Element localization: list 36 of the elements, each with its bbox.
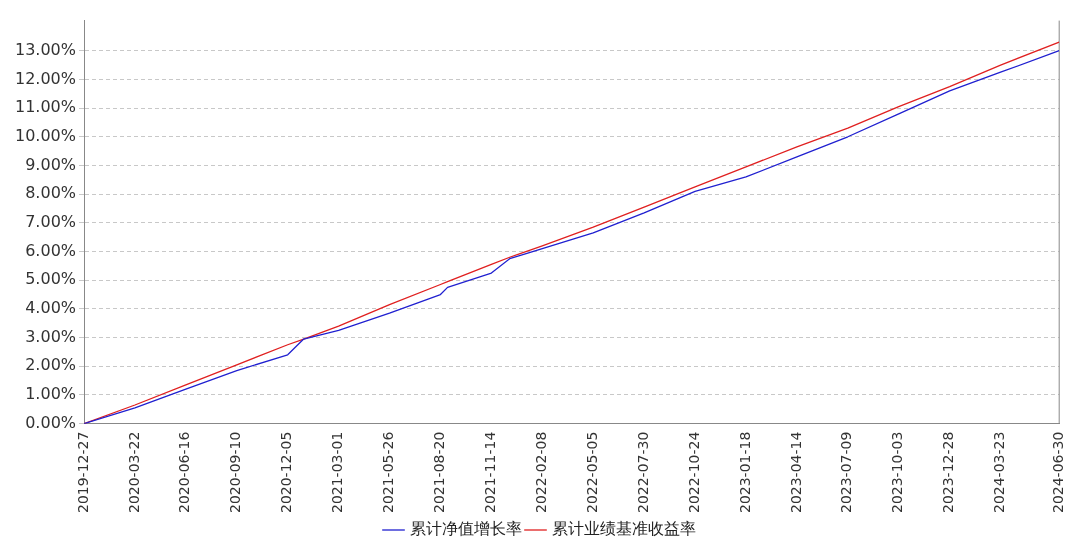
y-tick-label: 3.00% [25,326,77,346]
x-tick-label: 2021-08-20 [431,431,448,514]
x-tick-label: 2020-06-16 [176,431,193,514]
x-tick-label: 2023-12-28 [940,431,957,514]
y-tick-label: 0.00% [25,412,77,432]
x-tick-label: 2020-03-22 [125,431,142,514]
x-tick-label: 2022-10-24 [685,431,702,514]
x-tick-label: 2019-12-27 [74,431,91,514]
y-tick-label: 1.00% [25,384,77,404]
x-tick-label: 2023-10-03 [889,431,906,514]
y-tick-label: 9.00% [25,154,77,174]
x-tick-label: 2023-01-18 [736,431,753,514]
y-tick-label: 10.00% [14,125,77,145]
x-tick-label: 2024-06-30 [1049,431,1066,514]
y-tick-label: 12.00% [14,68,77,88]
y-tick-label: 7.00% [25,211,77,231]
y-tick-label: 4.00% [25,298,77,318]
y-tick-label: 2.00% [25,355,77,375]
x-tick-label: 2022-05-05 [583,431,600,514]
legend-label: 累计业绩基准收益率 [551,519,696,539]
y-tick-label: 13.00% [14,39,77,59]
x-tick-label: 2021-03-01 [329,431,346,514]
legend-label: 累计净值增长率 [409,519,522,539]
x-tick-label: 2023-07-09 [838,431,855,514]
x-tick-label: 2021-05-26 [380,431,397,514]
x-tick-label: 2020-09-10 [227,431,244,514]
x-tick-label: 2020-12-05 [278,431,295,514]
y-tick-label: 11.00% [14,97,77,117]
x-tick-label: 2022-07-30 [634,431,651,514]
x-tick-label: 2023-04-14 [787,431,804,514]
x-tick-label: 2021-11-14 [482,431,499,514]
y-tick-label: 6.00% [25,240,77,260]
x-tick-label: 2024-03-23 [991,431,1008,514]
y-tick-label: 5.00% [25,269,77,289]
x-tick-label: 2022-02-08 [532,431,549,514]
y-tick-label: 8.00% [25,183,77,203]
